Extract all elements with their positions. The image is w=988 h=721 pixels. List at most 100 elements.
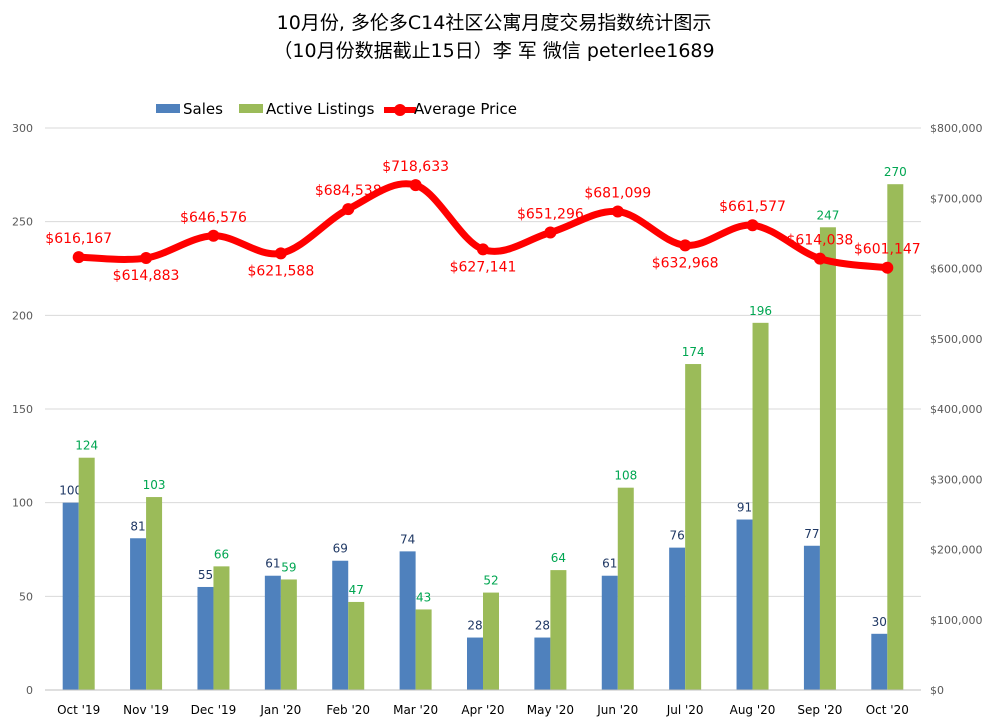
listings-bar: [819, 227, 836, 690]
x-tick-label: Mar '20: [393, 703, 438, 717]
sales-bar: [871, 633, 888, 690]
average-price-marker: [813, 252, 826, 265]
average-price-data-label: $614,038: [787, 233, 854, 249]
x-tick-label: May '20: [527, 703, 574, 717]
y-left-tick-label: 300: [12, 122, 33, 135]
sales-bar: [467, 637, 483, 690]
sales-bar: [264, 575, 281, 690]
y-right-tick-label: $400,000: [930, 403, 983, 416]
average-price-marker: [274, 247, 287, 260]
x-tick-label: Nov '19: [123, 703, 169, 717]
y-left-tick-label: 200: [12, 309, 33, 322]
listings-data-label: 196: [749, 304, 772, 318]
y-right-tick-label: $300,000: [930, 473, 983, 486]
sales-bar: [332, 560, 349, 690]
y-right-tick-label: $500,000: [930, 333, 983, 346]
x-tick-label: Jan '20: [259, 703, 301, 717]
average-price-data-label: $601,147: [854, 242, 921, 258]
sales-data-label: 61: [602, 557, 617, 571]
average-price-marker: [746, 219, 759, 232]
sales-bar: [62, 502, 79, 690]
sales-data-label: 69: [333, 542, 348, 556]
sales-data-label: 100: [59, 484, 82, 498]
y-right-tick-label: $600,000: [930, 263, 983, 276]
sales-data-label: 61: [265, 557, 280, 571]
legend-label-sales: Sales: [183, 100, 223, 118]
average-price-marker: [611, 205, 624, 218]
y-left-tick-label: 0: [26, 684, 33, 697]
legend-label-listings: Active Listings: [266, 100, 375, 118]
listings-data-label: 103: [143, 478, 166, 492]
sales-data-label: 81: [130, 519, 145, 533]
listings-bar: [483, 592, 499, 690]
listings-data-label: 64: [551, 551, 566, 565]
legend-swatch-sales: [156, 104, 180, 113]
y-right-tick-label: $700,000: [930, 192, 983, 205]
average-price-data-label: $614,883: [113, 268, 180, 284]
average-price-data-label: $718,633: [382, 159, 449, 175]
listings-bar: [415, 609, 432, 690]
x-tick-label: Feb '20: [326, 703, 370, 717]
average-price-marker: [207, 229, 220, 242]
listings-bar: [887, 184, 904, 690]
listings-data-label: 108: [614, 469, 637, 483]
average-price-data-label: $684,538: [315, 183, 382, 199]
average-price-data-label: $646,576: [180, 210, 247, 226]
listings-bar: [213, 566, 230, 690]
sales-data-label: 55: [198, 568, 213, 582]
listings-bar: [752, 322, 769, 690]
listings-data-label: 43: [416, 590, 431, 604]
listings-data-label: 59: [281, 560, 296, 574]
y-left-tick-label: 250: [12, 216, 33, 229]
average-price-marker: [679, 239, 692, 252]
sales-bar: [399, 551, 416, 690]
listings-bar: [348, 601, 365, 690]
listings-bar: [617, 487, 634, 690]
chart-subtitle: （10月份数据截止15日）李 军 微信 peterlee1689: [273, 40, 715, 62]
y-left-tick-label: 100: [12, 497, 33, 510]
listings-bar: [280, 579, 297, 690]
listings-bar: [685, 364, 702, 690]
sales-data-label: 28: [467, 619, 482, 633]
sales-data-label: 77: [804, 527, 819, 541]
listings-data-label: 124: [75, 439, 98, 453]
listings-data-label: 270: [884, 165, 907, 179]
average-price-data-label: $651,296: [517, 206, 584, 222]
x-tick-label: Dec '19: [191, 703, 237, 717]
legend-swatch-listings: [239, 104, 263, 113]
sales-bar: [130, 538, 147, 690]
sales-bar: [736, 519, 753, 690]
listings-data-label: 52: [483, 574, 498, 588]
average-price-marker: [477, 243, 489, 256]
average-price-marker: [72, 251, 85, 264]
x-tick-label: Jun '20: [596, 703, 638, 717]
y-right-tick-label: $100,000: [930, 614, 983, 627]
sales-data-label: 76: [670, 529, 685, 543]
listings-bar: [78, 457, 95, 690]
sales-bar: [669, 547, 686, 690]
sales-data-label: 91: [737, 501, 752, 515]
sales-bar: [803, 545, 820, 690]
y-right-tick-label: $200,000: [930, 544, 983, 557]
x-tick-label: Aug '20: [730, 703, 776, 717]
listings-bar: [146, 497, 163, 690]
legend-label-price: Average Price: [414, 100, 517, 118]
sales-bar: [601, 575, 618, 690]
average-price-marker: [881, 261, 894, 274]
listings-bar: [550, 570, 567, 690]
listings-data-label: 47: [349, 583, 364, 597]
average-price-data-label: $632,968: [652, 255, 719, 271]
average-price-data-label: $627,141: [450, 259, 517, 275]
sales-bar: [534, 637, 551, 690]
average-price-data-label: $661,577: [719, 199, 786, 215]
average-price-data-label: $616,167: [45, 231, 112, 247]
sales-data-label: 74: [400, 532, 415, 546]
x-tick-label: Apr '20: [461, 703, 504, 717]
sales-data-label: 28: [535, 619, 550, 633]
x-tick-label: Oct '19: [57, 703, 100, 717]
sales-bar: [197, 586, 214, 690]
chart-title: 10月份, 多伦多C14社区公寓月度交易指数统计图示: [276, 12, 712, 34]
average-price-data-label: $681,099: [584, 186, 651, 202]
listings-data-label: 174: [682, 345, 705, 359]
